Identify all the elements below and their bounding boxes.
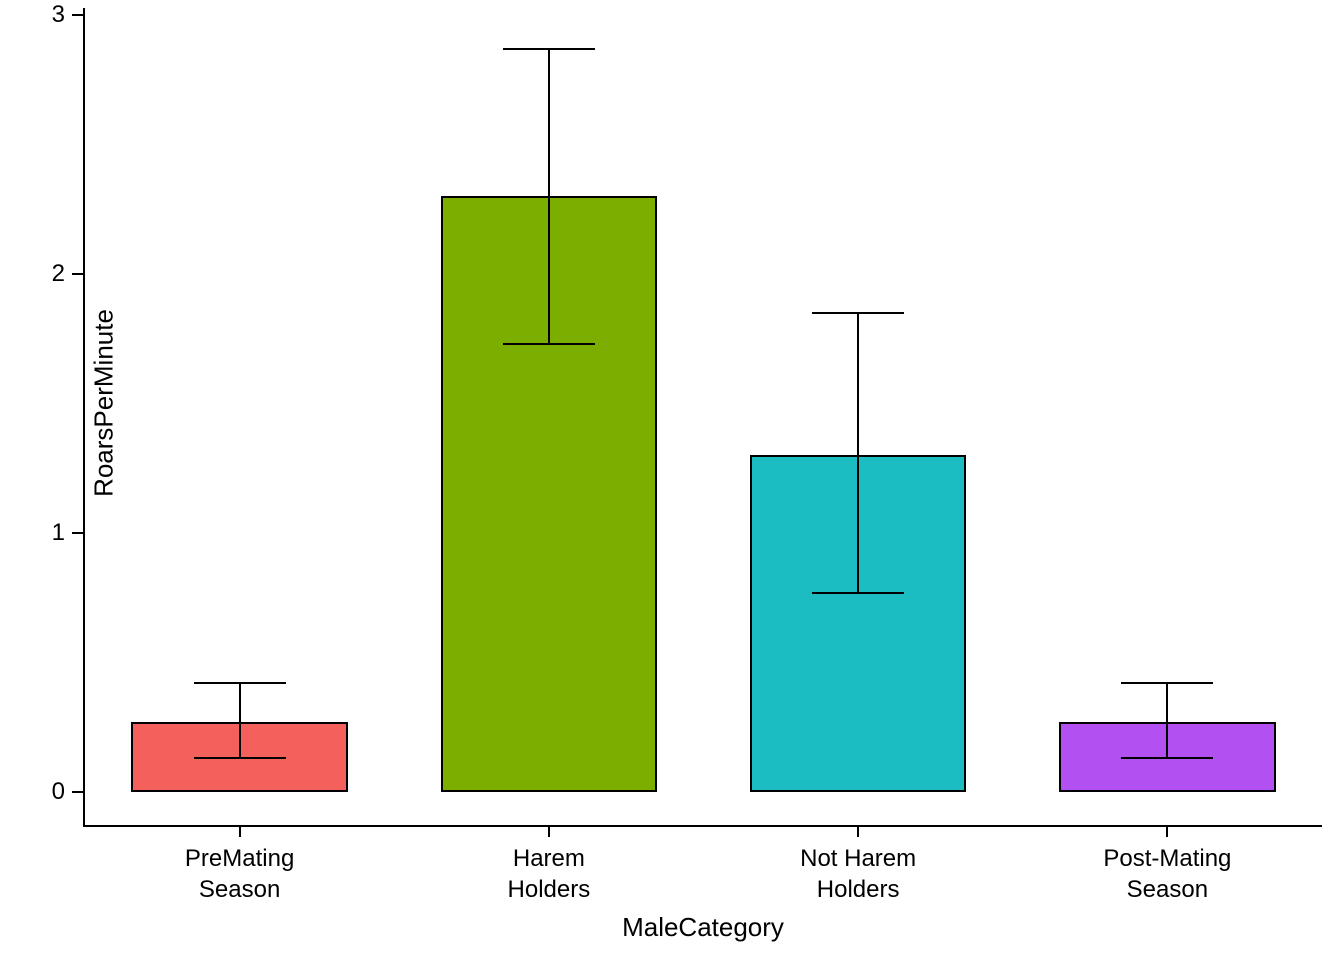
y-tick-mark — [72, 273, 83, 275]
y-tick-mark — [72, 532, 83, 534]
y-tick-mark — [72, 791, 83, 793]
error-bar-cap-top — [812, 311, 905, 314]
y-axis-label: RoarsPerMinute — [88, 309, 119, 497]
error-bar-line — [238, 683, 241, 759]
x-tick-label: Not Harem Holders — [800, 845, 917, 904]
x-tick-label: Harem Holders — [507, 845, 591, 904]
error-bar-cap-bottom — [502, 342, 595, 345]
x-tick-mark — [857, 827, 860, 837]
error-bar-cap-top — [1121, 682, 1214, 685]
error-bar-line — [857, 312, 860, 593]
y-tick-label: 1 — [51, 519, 65, 546]
x-tick-mark — [547, 827, 550, 837]
y-tick-label: 0 — [51, 778, 65, 805]
y-tick-mark — [72, 14, 83, 16]
error-bar-line — [547, 48, 550, 344]
error-bar-line — [1166, 683, 1169, 759]
x-tick-mark — [1166, 827, 1169, 837]
error-bar-cap-top — [502, 47, 595, 50]
x-axis-line — [83, 825, 1322, 827]
y-tick-label: 2 — [51, 260, 65, 287]
y-tick-label: 3 — [51, 1, 65, 28]
error-bar-cap-bottom — [1121, 757, 1214, 760]
error-bar-cap-bottom — [193, 757, 286, 760]
error-bar-cap-top — [193, 682, 286, 685]
x-tick-label: Post-Mating Season — [1103, 845, 1232, 904]
y-axis-line — [83, 8, 85, 827]
x-tick-mark — [238, 827, 241, 837]
error-bar-cap-bottom — [812, 591, 905, 594]
x-tick-label: PreMating Season — [184, 845, 295, 904]
x-axis-label: MaleCategory — [622, 912, 784, 942]
